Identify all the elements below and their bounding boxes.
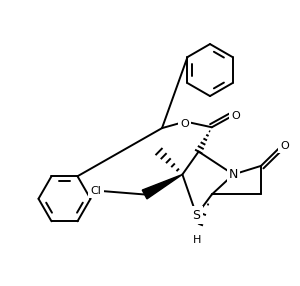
Text: S: S (193, 208, 200, 222)
Polygon shape (142, 174, 182, 199)
Text: O: O (180, 119, 189, 128)
Text: N: N (229, 168, 238, 181)
Text: H: H (193, 235, 201, 245)
Text: O: O (280, 141, 289, 151)
Text: O: O (231, 111, 240, 121)
Text: Cl: Cl (91, 186, 101, 196)
